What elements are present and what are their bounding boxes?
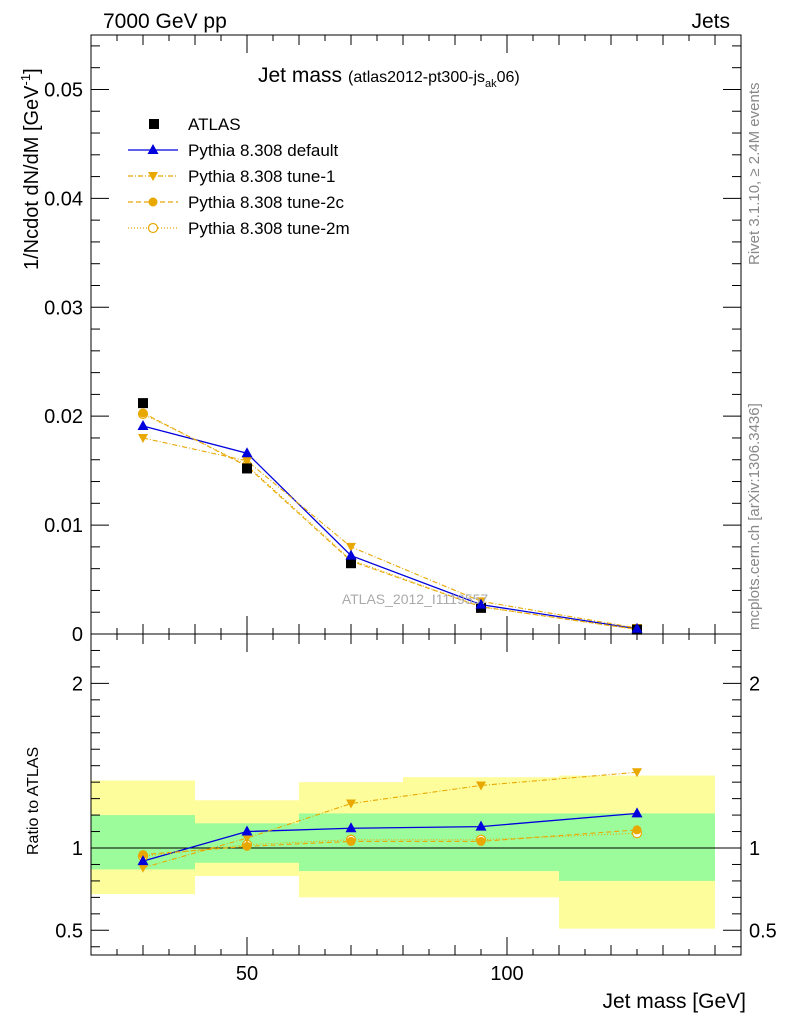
ratio-point-1 [346, 799, 356, 809]
legend-label-2: Pythia 8.308 tune-1 [188, 167, 335, 186]
ratio-ytick-label: 0.5 [55, 920, 83, 942]
legend-marker-2 [148, 172, 158, 181]
ratio-point-2 [632, 825, 642, 835]
legend-marker-3 [148, 197, 158, 207]
legend-marker-4 [147, 222, 159, 234]
xtick-label: 50 [236, 963, 258, 985]
header-jets: Jets [691, 10, 730, 33]
main-y-axis-title: 1/Ncdot dN/dM [GeV-1] [18, 68, 43, 270]
ratio-point-0 [475, 820, 487, 831]
main-point-0 [138, 398, 148, 409]
ratio-ytick-label: 1 [72, 838, 83, 860]
ratio-point-0 [631, 807, 643, 818]
main-point-2 [346, 542, 356, 552]
main-ytick-label: 0.03 [44, 297, 83, 319]
legend-label-4: Pythia 8.308 tune-2m [188, 219, 350, 238]
ratio-point-2 [242, 841, 252, 851]
band-inner-4 [559, 813, 715, 881]
series-markers [137, 398, 643, 873]
main-ytick-label: 0 [72, 624, 83, 646]
main-ytick-label: 0.02 [44, 406, 83, 428]
legend-label-1: Pythia 8.308 default [188, 141, 339, 160]
ratio-ytick-label-right: 1 [749, 838, 760, 860]
main-ytick-label: 0.05 [44, 79, 83, 101]
x-axis-title: Jet mass [GeV] [602, 990, 746, 1013]
ratio-point-1 [632, 768, 642, 778]
main-point-1 [137, 419, 149, 430]
main-point-0 [242, 463, 252, 474]
ratio-point-1 [242, 834, 252, 844]
main-point-1 [345, 549, 357, 560]
ratio-point-1 [138, 863, 148, 873]
main-point-1 [241, 447, 253, 458]
main-point-3 [138, 408, 148, 418]
legend-label-0: ATLAS [188, 115, 241, 134]
main-point-1 [631, 622, 643, 633]
ratio-ytick-label-right: 2 [749, 673, 760, 695]
ratio-ytick-label: 2 [72, 673, 83, 695]
ratio-ytick-label-right: 0.5 [749, 920, 777, 942]
ratio-line-3 [142, 832, 638, 857]
legend: ATLAS Pythia 8.308 default Pythia 8.308 tu… [128, 115, 350, 238]
axes: 0 0.01 0.02 0.03 0.04 0.05 50 100 0.5 0.5 1 1 2 2 [44, 34, 777, 985]
mcplots-label: mcplots.cern.ch [arXiv:1306.3436] [746, 403, 763, 630]
main-point-2 [242, 456, 252, 466]
xtick-label: 100 [490, 963, 523, 985]
plot-title: Jet mass (atlas2012-pt300-jsak06) [258, 64, 520, 90]
ratio-frame [90, 633, 742, 956]
ratio-point-1 [476, 781, 486, 791]
analysis-watermark: ATLAS_2012_I1119557 [342, 591, 489, 607]
main-point-1 [475, 598, 487, 609]
ratio-y-axis-title: Ratio to ATLAS [25, 747, 42, 855]
ratio-point-2 [476, 836, 486, 846]
main-point-0 [346, 558, 356, 569]
ratio-point-2 [138, 850, 148, 860]
main-line-4 [142, 413, 638, 631]
main-point-2 [138, 433, 148, 443]
ratio-point-0 [345, 822, 357, 833]
rivet-version-label: Rivet 3.1.10, ≥ 2.4M events [746, 83, 763, 266]
ratio-point-0 [137, 855, 149, 866]
legend-label-3: Pythia 8.308 tune-2c [188, 193, 344, 212]
legend-marker-1 [147, 144, 159, 154]
main-ytick-label: 0.01 [44, 515, 83, 537]
legend-marker-0 [149, 119, 159, 129]
ratio-point-2 [346, 836, 356, 846]
main-ytick-label: 0.04 [44, 188, 83, 210]
ratio-point-0 [241, 825, 253, 836]
ratio-uncertainty-bands [91, 775, 715, 929]
header-energy: 7000 GeV pp [103, 10, 227, 33]
